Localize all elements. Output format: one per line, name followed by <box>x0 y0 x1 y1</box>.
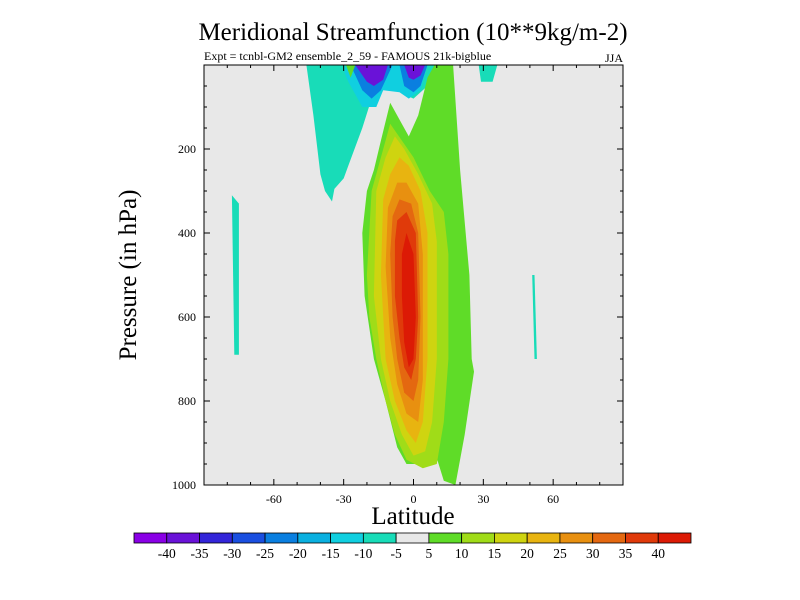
x-tick-label: 0 <box>411 492 417 506</box>
colorbar-swatch <box>297 532 331 544</box>
x-tick-label: 30 <box>477 492 489 506</box>
colorbar-swatch <box>461 532 495 544</box>
x-tick-label: -60 <box>266 492 282 506</box>
chart-title: Meridional Streamfunction (10**9kg/m-2) <box>198 19 627 46</box>
colorbar-swatch <box>494 532 528 544</box>
contour-level--35 <box>404 65 426 80</box>
y-tick-label: 200 <box>178 142 196 156</box>
colorbar-label: -35 <box>191 546 209 561</box>
colorbar-label: 15 <box>488 546 502 561</box>
colorbar-label: 20 <box>520 546 534 561</box>
colorbar-swatch <box>133 532 168 544</box>
colorbar-label: -30 <box>223 546 241 561</box>
contour-level--5 <box>532 275 537 359</box>
y-tick-label: 400 <box>178 226 196 240</box>
chart-subtitle: Expt = tcnbl-GM2 ensemble_2_59 - FAMOUS … <box>204 49 491 63</box>
y-axis-label: Pressure (in hPa) <box>115 190 142 361</box>
colorbar-label: -15 <box>322 546 340 561</box>
colorbar-label: 10 <box>455 546 469 561</box>
contour-level--5 <box>306 65 442 202</box>
colorbar: -40 -35 -30 -25 -20 -15 -10 -5 5 10 15 20 25 30 35 40 <box>133 532 692 561</box>
colorbar-label: -25 <box>256 546 274 561</box>
colorbar-label: 40 <box>651 546 665 561</box>
colorbar-label: -40 <box>158 546 176 561</box>
x-axis-label: Latitude <box>371 503 454 530</box>
colorbar-swatch <box>592 532 626 544</box>
y-tick-label: 600 <box>178 310 196 324</box>
colorbar-label: 30 <box>586 546 600 561</box>
colorbar-swatch <box>526 532 561 544</box>
y-tick-label: 800 <box>178 394 196 408</box>
colorbar-label: -20 <box>289 546 307 561</box>
colorbar-swatch <box>559 532 594 544</box>
colorbar-label: 5 <box>426 546 433 561</box>
colorbar-label: -10 <box>354 546 372 561</box>
x-tick-label: 60 <box>547 492 559 506</box>
colorbar-swatch <box>264 532 299 544</box>
x-axis-ticks: -60 -30 0 30 60 <box>203 65 624 506</box>
contour-fills <box>231 65 537 485</box>
y-axis-ticks: 200 400 600 800 1000 <box>172 64 623 492</box>
colorbar-label: -5 <box>390 546 401 561</box>
contour-level-5 <box>346 65 356 78</box>
season-label: JJA <box>605 51 623 65</box>
colorbar-swatch <box>362 532 397 544</box>
colorbar-swatch <box>625 532 659 544</box>
colorbar-label: 25 <box>553 546 567 561</box>
colorbar-swatch <box>199 532 233 544</box>
colorbar-swatch <box>330 532 364 544</box>
colorbar-swatch <box>231 532 266 544</box>
x-tick-label: -30 <box>336 492 352 506</box>
colorbar-swatch <box>395 532 430 544</box>
contour-level-40 <box>401 233 416 368</box>
y-tick-label: 1000 <box>172 478 196 492</box>
colorbar-swatch <box>428 532 463 544</box>
colorbar-swatch <box>657 532 692 544</box>
contour-level--5 <box>231 195 239 355</box>
contour-level--5 <box>339 65 346 76</box>
colorbar-label: 35 <box>619 546 633 561</box>
contour-level--35 <box>355 65 388 86</box>
colorbar-swatch <box>166 532 200 544</box>
